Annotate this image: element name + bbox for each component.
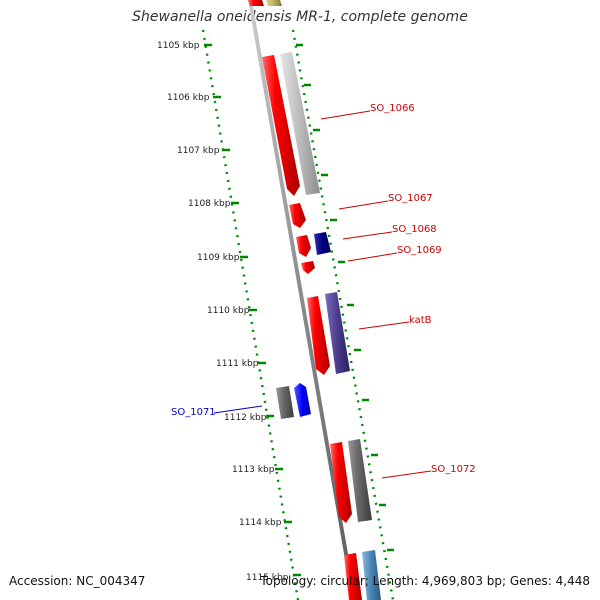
gene-dark-gray[interactable] [276,386,294,419]
gene-so-1071[interactable] [294,383,311,417]
kbp-label: 1113 kbp [232,465,275,475]
gene-label-so-1067[interactable]: SO_1067 [388,193,433,204]
gene-label-katb[interactable]: katB [409,315,432,326]
gene-red[interactable] [330,442,352,523]
gene-red[interactable] [296,235,311,257]
accession-text: Accession: NC_004347 [9,574,146,588]
gene-red[interactable] [262,55,300,196]
gene-label-so-1069[interactable]: SO_1069 [397,245,442,256]
gene-so-1066[interactable] [280,52,320,195]
gene-label-so-1066[interactable]: SO_1066 [370,103,415,114]
kbp-label: 1108 kbp [188,199,231,209]
right-dotted-scale [291,29,395,600]
gene-so-1068[interactable] [314,232,331,255]
gene-label-leaders [213,110,432,479]
diagram-title: Shewanella oneidensis MR-1, complete gen… [132,9,468,25]
gene-so-1069[interactable] [301,261,315,274]
gene-katb[interactable] [325,292,350,374]
right-ticks [296,43,394,552]
gene-so-1067[interactable] [289,203,306,228]
kbp-label: 1112 kbp [224,413,267,423]
gene-label-so-1068[interactable]: SO_1068 [392,224,437,235]
kbp-label: 1107 kbp [177,146,220,156]
gene-label-so-1071[interactable]: SO_1071 [171,407,216,418]
kbp-label: 1114 kbp [239,518,282,528]
gene-so-1072[interactable] [348,439,372,522]
gene-red[interactable] [307,296,330,375]
gene-top-red[interactable] [248,0,264,6]
kbp-label: 1106 kbp [167,93,210,103]
genome-stats-text: Topology: circular; Length: 4,969,803 bp… [260,574,590,588]
kbp-label: 1115 kbp [246,573,289,583]
gene-label-so-1072[interactable]: SO_1072 [431,464,476,475]
kbp-label: 1105 kbp [157,41,200,51]
kbp-label: 1109 kbp [197,253,240,263]
left-dotted-scale [201,29,300,600]
kbp-label: 1110 kbp [207,306,250,316]
gene-red[interactable] [344,553,362,600]
gene-steel-blue[interactable] [362,550,381,600]
kbp-label: 1111 kbp [216,359,259,369]
genome-backbone [248,0,356,600]
gene-top-olive[interactable] [266,0,282,6]
kbp-ticks [204,43,301,577]
